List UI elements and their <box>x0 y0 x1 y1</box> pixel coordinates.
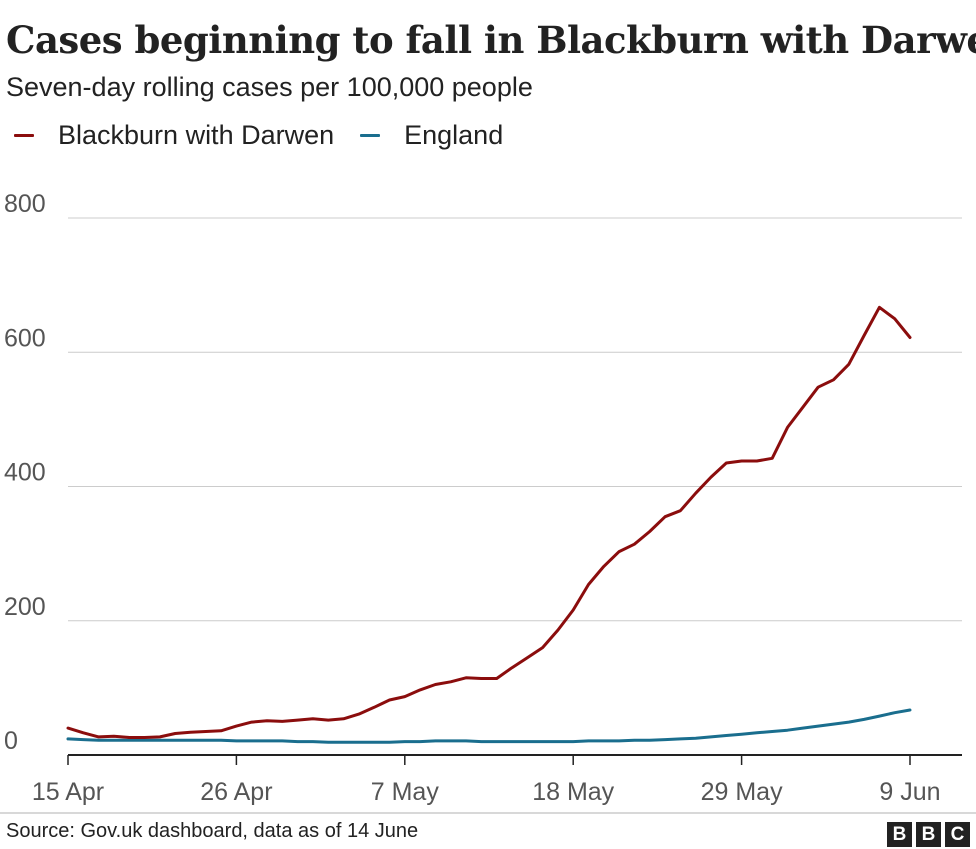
footer-divider <box>0 812 976 814</box>
y-tick-label: 200 <box>4 593 46 621</box>
bbc-logo-letter: B <box>887 822 912 847</box>
x-tick-label: 9 Jun <box>879 778 940 806</box>
x-tick-label: 26 Apr <box>200 778 272 806</box>
bbc-logo-letter: B <box>916 822 941 847</box>
x-tick-label: 18 May <box>532 778 614 806</box>
legend-swatch-blackburn <box>14 134 34 137</box>
y-tick-label: 800 <box>4 190 46 218</box>
legend: Blackburn with Darwen England <box>14 120 529 151</box>
series-lines <box>66 305 912 744</box>
legend-swatch-england <box>360 134 381 137</box>
x-axis-ticks: 15 Apr 26 Apr 7 May 18 May 29 May 9 Jun <box>32 755 941 806</box>
source-note: Source: Gov.uk dashboard, data as of 14 … <box>6 820 419 842</box>
legend-label-blackburn: Blackburn with Darwen <box>58 120 335 150</box>
x-tick-label: 15 Apr <box>32 778 104 806</box>
legend-item-england: England <box>360 120 503 151</box>
bbc-logo: B B C <box>883 822 970 847</box>
y-axis-ticks: 0 200 400 600 800 <box>4 190 46 755</box>
y-tick-label: 600 <box>4 324 46 352</box>
series-line-blackburn-with-darwen <box>66 305 912 739</box>
legend-item-blackburn: Blackburn with Darwen <box>14 120 334 151</box>
footer: Source: Gov.uk dashboard, data as of 14 … <box>0 812 976 849</box>
x-tick-label: 7 May <box>371 778 440 806</box>
chart-title: Cases beginning to fall in Blackburn wit… <box>6 18 976 62</box>
line-chart: 0 200 400 600 800 15 Apr 26 Apr 7 May 18 May 29 … <box>4 190 962 806</box>
x-tick-label: 29 May <box>701 778 783 806</box>
y-tick-label: 400 <box>4 459 46 487</box>
legend-label-england: England <box>404 120 504 150</box>
series-line-england <box>66 708 912 744</box>
y-tick-label: 0 <box>4 727 18 755</box>
bbc-logo-letter: C <box>945 822 970 847</box>
chart-subtitle: Seven-day rolling cases per 100,000 peop… <box>6 72 533 102</box>
gridlines <box>68 217 962 756</box>
